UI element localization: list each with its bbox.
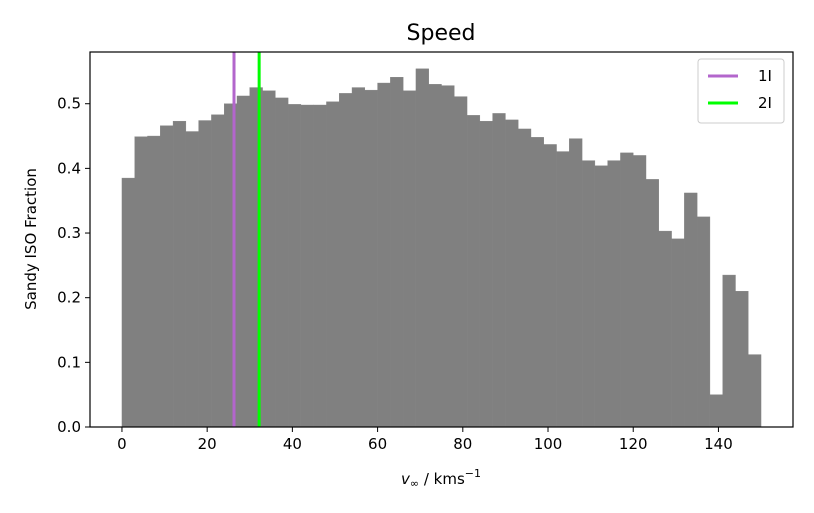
histogram-bar: [454, 96, 468, 428]
histogram-bar: [671, 238, 685, 428]
reference-lines: [232, 52, 261, 427]
legend-label-1I: 1I: [758, 67, 772, 85]
histogram-bar: [211, 114, 225, 428]
histogram-bar: [543, 144, 557, 428]
x-tick-label: 140: [704, 435, 733, 453]
x-tick-label: 40: [283, 435, 302, 453]
y-tick-label: 0.3: [57, 224, 81, 242]
histogram-bar: [185, 131, 199, 428]
histogram-bar: [505, 119, 519, 428]
histogram-bar: [594, 165, 608, 428]
y-axis-title: Sandy ISO Fraction: [22, 168, 40, 310]
histogram-bar: [556, 151, 570, 428]
histogram-bar: [428, 84, 442, 428]
histogram-bar: [581, 160, 596, 428]
y-tick-label: 0.4: [57, 159, 81, 177]
legend-label-2I: 2I: [758, 94, 772, 112]
chart-title: Speed: [407, 21, 476, 46]
histogram-bar: [645, 179, 659, 428]
y-tick-label: 0.5: [57, 95, 81, 113]
histogram-bar: [300, 104, 314, 428]
histogram-bar: [160, 125, 174, 428]
histogram-bar: [696, 216, 711, 428]
histogram-bar: [134, 136, 148, 428]
histogram-bar: [287, 104, 302, 428]
histogram-bar: [275, 97, 289, 428]
x-tick-label: 120: [619, 435, 648, 453]
histogram-bar: [517, 128, 532, 428]
histogram-bar: [377, 82, 391, 428]
histogram-bar: [722, 274, 736, 428]
x-tick-label: 60: [368, 435, 387, 453]
histogram-bar: [748, 354, 762, 428]
y-tick-label: 0.0: [57, 418, 81, 436]
plot-frame: [89, 51, 794, 428]
histogram-bar: [121, 177, 135, 428]
x-tick-label: 0: [117, 435, 127, 453]
histogram-bar: [236, 95, 250, 428]
histogram-bar: [364, 89, 378, 428]
histogram-bar: [351, 87, 366, 428]
histogram-bar: [530, 137, 544, 428]
histogram-bar: [441, 85, 455, 428]
histogram-bar: [735, 291, 749, 428]
histogram-bar: [262, 90, 276, 428]
histogram-bar: [326, 101, 340, 428]
histogram-bar: [620, 152, 634, 428]
legend: 1I 2I: [697, 58, 785, 124]
histogram-bar: [147, 135, 161, 428]
histogram-bar: [569, 138, 583, 428]
histogram-bar: [172, 120, 187, 428]
histogram-bar: [633, 155, 647, 428]
histogram-bar: [390, 77, 404, 428]
histogram-bar: [313, 104, 327, 428]
histogram-bar: [658, 230, 672, 428]
histogram-bar: [684, 192, 698, 428]
histogram-bar: [466, 115, 481, 428]
histogram-bar: [492, 113, 506, 428]
histogram-bar: [339, 93, 353, 428]
histogram-bar: [709, 394, 723, 428]
x-tick-label: 100: [534, 435, 563, 453]
x-axis-title: v∞ / kms−1: [401, 467, 481, 490]
x-axis: 0 20 40 60 80 100 120 140: [117, 427, 733, 453]
x-tick-label: 80: [453, 435, 472, 453]
x-tick-label: 20: [198, 435, 217, 453]
y-axis: 0.0 0.1 0.2 0.3 0.4 0.5: [57, 95, 90, 436]
histogram-bar: [607, 160, 621, 428]
histogram-bar: [198, 120, 212, 428]
histogram-bar: [402, 90, 417, 428]
histogram-bar: [479, 120, 493, 428]
y-tick-label: 0.2: [57, 289, 81, 307]
y-tick-label: 0.1: [57, 353, 81, 371]
histogram-bar: [415, 68, 429, 428]
